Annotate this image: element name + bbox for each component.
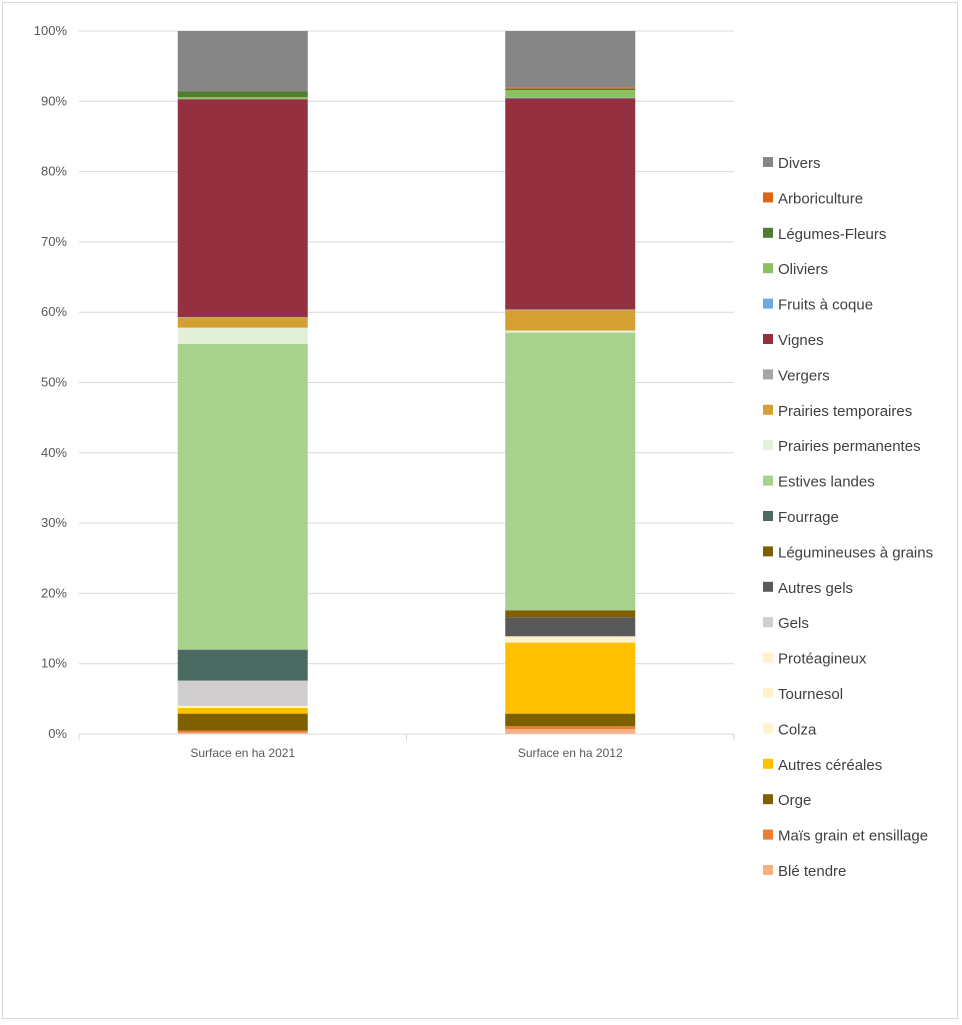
bar-segment — [505, 713, 636, 727]
legend-label: Vergers — [778, 367, 830, 384]
legend-label: Divers — [778, 155, 821, 172]
legend-swatch — [763, 865, 773, 875]
legend-swatch — [763, 475, 773, 486]
bar-segment — [505, 726, 636, 730]
legend-label: Colza — [778, 721, 817, 738]
bar-segment — [177, 713, 308, 731]
bar-segment — [505, 617, 636, 637]
bar-segment — [505, 729, 636, 734]
bar-segment — [177, 732, 308, 734]
bar-segment — [505, 332, 636, 611]
legend-label: Maïs grain et ensillage — [778, 828, 928, 845]
bar-segment — [177, 680, 308, 706]
stacked-bar-chart: 0% 10% 20% 30% 40% 50% 60% 70% 80% 90% 100% Surfac… — [34, 23, 933, 880]
legend-label: Gels — [778, 615, 809, 632]
bar-segment — [505, 636, 636, 639]
bar-segment — [505, 310, 636, 331]
bar-segment — [177, 317, 308, 328]
legend-swatch — [763, 546, 773, 557]
legend-swatch — [763, 829, 773, 840]
bar-segment — [177, 730, 308, 733]
y-tick-label: 20% — [41, 585, 67, 600]
bar-segment — [505, 88, 636, 91]
bar-segment — [505, 31, 636, 88]
legend-label: Légumes-Fleurs — [778, 226, 886, 243]
bar-segment — [177, 99, 308, 318]
legend-swatch — [763, 263, 773, 274]
legend-swatch — [763, 581, 773, 592]
legend-label: Autres gels — [778, 580, 853, 597]
legend-label: Fourrage — [778, 509, 839, 526]
legend-label: Tournesol — [778, 686, 843, 703]
legend-label: Oliviers — [778, 261, 828, 278]
bar-segment — [177, 91, 308, 98]
y-tick-label: 90% — [41, 93, 67, 108]
legend-swatch — [763, 511, 773, 521]
x-category-label: Surface en ha 2021 — [190, 746, 295, 760]
legend: Divers Arboriculture Légumes-Fleurs Olivier… — [763, 155, 933, 880]
bar-segment — [177, 706, 308, 708]
legend-swatch — [763, 334, 773, 344]
legend-swatch — [763, 688, 773, 698]
legend-swatch — [763, 794, 773, 805]
y-tick-label: 60% — [41, 304, 67, 319]
bar-segment — [177, 327, 308, 344]
bar-segment — [177, 707, 308, 714]
bar-segment — [505, 610, 636, 618]
legend-label: Prairies temporaires — [778, 403, 912, 420]
legend-swatch — [763, 617, 773, 628]
legend-label: Fruits à coque — [778, 297, 873, 314]
bar-segment — [177, 649, 308, 681]
legend-label: Prairies permanentes — [778, 438, 921, 455]
x-category-label: Surface en ha 2012 — [518, 746, 623, 760]
legend-label: Protéagineux — [778, 651, 867, 668]
bar-segment — [505, 642, 636, 714]
legend-label: Légumineuses à grains — [778, 544, 933, 561]
y-tick-label: 10% — [41, 656, 67, 671]
bars — [177, 31, 636, 734]
bar-segment — [177, 705, 308, 707]
legend-swatch — [763, 404, 773, 415]
bar-segment — [505, 638, 636, 641]
legend-swatch — [763, 652, 773, 663]
bar-segment — [505, 87, 636, 89]
legend-swatch — [763, 157, 773, 167]
y-tick-label: 80% — [41, 164, 67, 179]
bar-segment — [505, 640, 636, 643]
legend-swatch — [763, 723, 773, 734]
x-axis: Surface en ha 2021 Surface en ha 2012 — [78, 733, 735, 760]
bar-segment — [177, 343, 308, 650]
bar-segment — [177, 317, 308, 318]
bar-segment — [505, 98, 636, 310]
y-tick-label: 30% — [41, 515, 67, 530]
legend-swatch — [763, 298, 773, 309]
bar-segment — [177, 31, 308, 92]
legend-swatch — [763, 758, 773, 769]
bar-segment — [505, 309, 636, 311]
legend-swatch — [763, 369, 773, 380]
legend-swatch — [763, 192, 773, 203]
gridlines — [79, 30, 734, 665]
legend-label: Arboriculture — [778, 190, 863, 207]
legend-label: Orge — [778, 792, 811, 809]
y-tick-label: 70% — [41, 234, 67, 249]
bar-segment — [177, 707, 308, 708]
y-tick-label: 0% — [48, 726, 67, 741]
y-tick-label: 100% — [34, 23, 68, 38]
bar-segment — [177, 97, 308, 100]
y-tick-label: 40% — [41, 445, 67, 460]
legend-label: Autres céréales — [778, 757, 882, 774]
legend-label: Estives landes — [778, 474, 875, 491]
y-tick-label: 50% — [41, 375, 67, 390]
y-axis: 0% 10% 20% 30% 40% 50% 60% 70% 80% 90% 100% — [34, 23, 68, 741]
bar-segment — [505, 330, 636, 333]
bar-segment — [505, 90, 636, 98]
legend-label: Vignes — [778, 332, 824, 349]
legend-swatch — [763, 440, 773, 451]
legend-swatch — [763, 227, 773, 238]
legend-label: Blé tendre — [778, 863, 846, 880]
bar-segment — [505, 97, 636, 99]
